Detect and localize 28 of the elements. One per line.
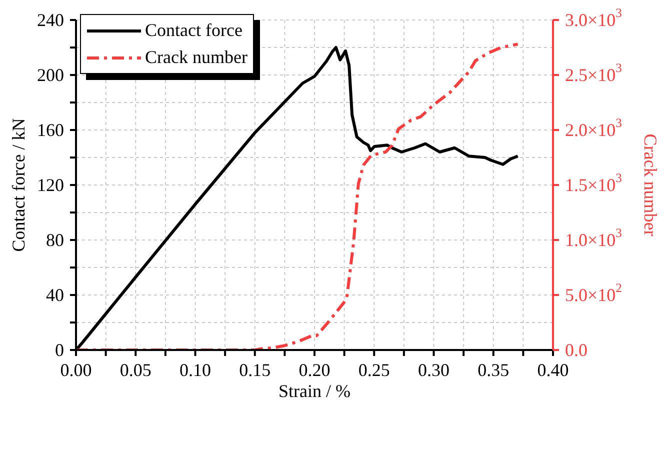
y-tick-label: 160 (37, 120, 64, 140)
y2-tick-label: 5.0×10$^{2}$ (565, 281, 622, 305)
y-axis-title: Contact force / kN (8, 118, 28, 252)
x-tick-label: 0.10 (180, 360, 211, 380)
x-tick-label: 0.05 (120, 360, 152, 380)
y-tick-label: 0 (55, 340, 64, 360)
y-tick-label: 200 (37, 65, 64, 85)
y2-tick-label: 0.0 (565, 340, 588, 360)
x-tick-label: 0.40 (537, 360, 569, 380)
y2-tick-label: 2.0×10$^{3}$ (565, 116, 622, 140)
x-tick-label: 0.00 (60, 360, 92, 380)
y2-tick-label: 1.0×10$^{3}$ (565, 226, 622, 250)
x-tick-label: 0.15 (239, 360, 271, 380)
y-tick-label: 40 (46, 285, 64, 305)
y2-tick-label: 2.5×10$^{3}$ (565, 61, 622, 85)
y-tick-label: 80 (46, 230, 64, 250)
y-tick-label: 240 (37, 10, 64, 30)
y2-tick-label: 1.5×10$^{3}$ (565, 171, 622, 195)
x-tick-label: 0.30 (418, 360, 450, 380)
x-tick-label: 0.20 (298, 360, 330, 380)
legend-label: Contact force (145, 20, 242, 41)
x-tick-label: 0.35 (478, 360, 510, 380)
y-tick-label: 120 (37, 175, 64, 195)
y2-axis-title: Crack number (640, 134, 661, 236)
y2-tick-label: 3.0×10$^{3}$ (565, 6, 622, 30)
x-axis-title: Strain / % (278, 381, 350, 401)
x-tick-label: 0.25 (358, 360, 390, 380)
legend-label: Crack number (145, 47, 248, 68)
